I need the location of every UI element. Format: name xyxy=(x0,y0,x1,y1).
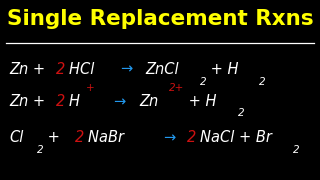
Text: 2: 2 xyxy=(75,130,84,145)
Text: 2: 2 xyxy=(293,145,300,155)
Text: Zn +: Zn + xyxy=(10,62,50,77)
Text: 2: 2 xyxy=(37,145,44,155)
Text: →: → xyxy=(120,62,132,77)
Text: + H: + H xyxy=(184,94,217,109)
Text: →: → xyxy=(163,130,175,145)
Text: +: + xyxy=(43,130,65,145)
Text: 2: 2 xyxy=(259,77,266,87)
Text: →: → xyxy=(114,94,126,109)
Text: Zn +: Zn + xyxy=(10,94,50,109)
Text: +: + xyxy=(86,83,95,93)
Text: Cl: Cl xyxy=(10,130,24,145)
Text: NaCl + Br: NaCl + Br xyxy=(200,130,272,145)
Text: 2: 2 xyxy=(200,77,207,87)
Text: Single Replacement Rxns: Single Replacement Rxns xyxy=(7,9,313,29)
Text: 2+: 2+ xyxy=(169,83,184,93)
Text: 2: 2 xyxy=(187,130,196,145)
Text: 2: 2 xyxy=(56,94,65,109)
Text: 2: 2 xyxy=(56,62,65,77)
Text: Zn: Zn xyxy=(139,94,158,109)
Text: + H: + H xyxy=(206,62,239,77)
Text: H: H xyxy=(69,94,80,109)
Text: HCl: HCl xyxy=(69,62,103,77)
Text: NaBr: NaBr xyxy=(88,130,133,145)
Text: ZnCl: ZnCl xyxy=(146,62,179,77)
Text: 2: 2 xyxy=(238,108,245,118)
